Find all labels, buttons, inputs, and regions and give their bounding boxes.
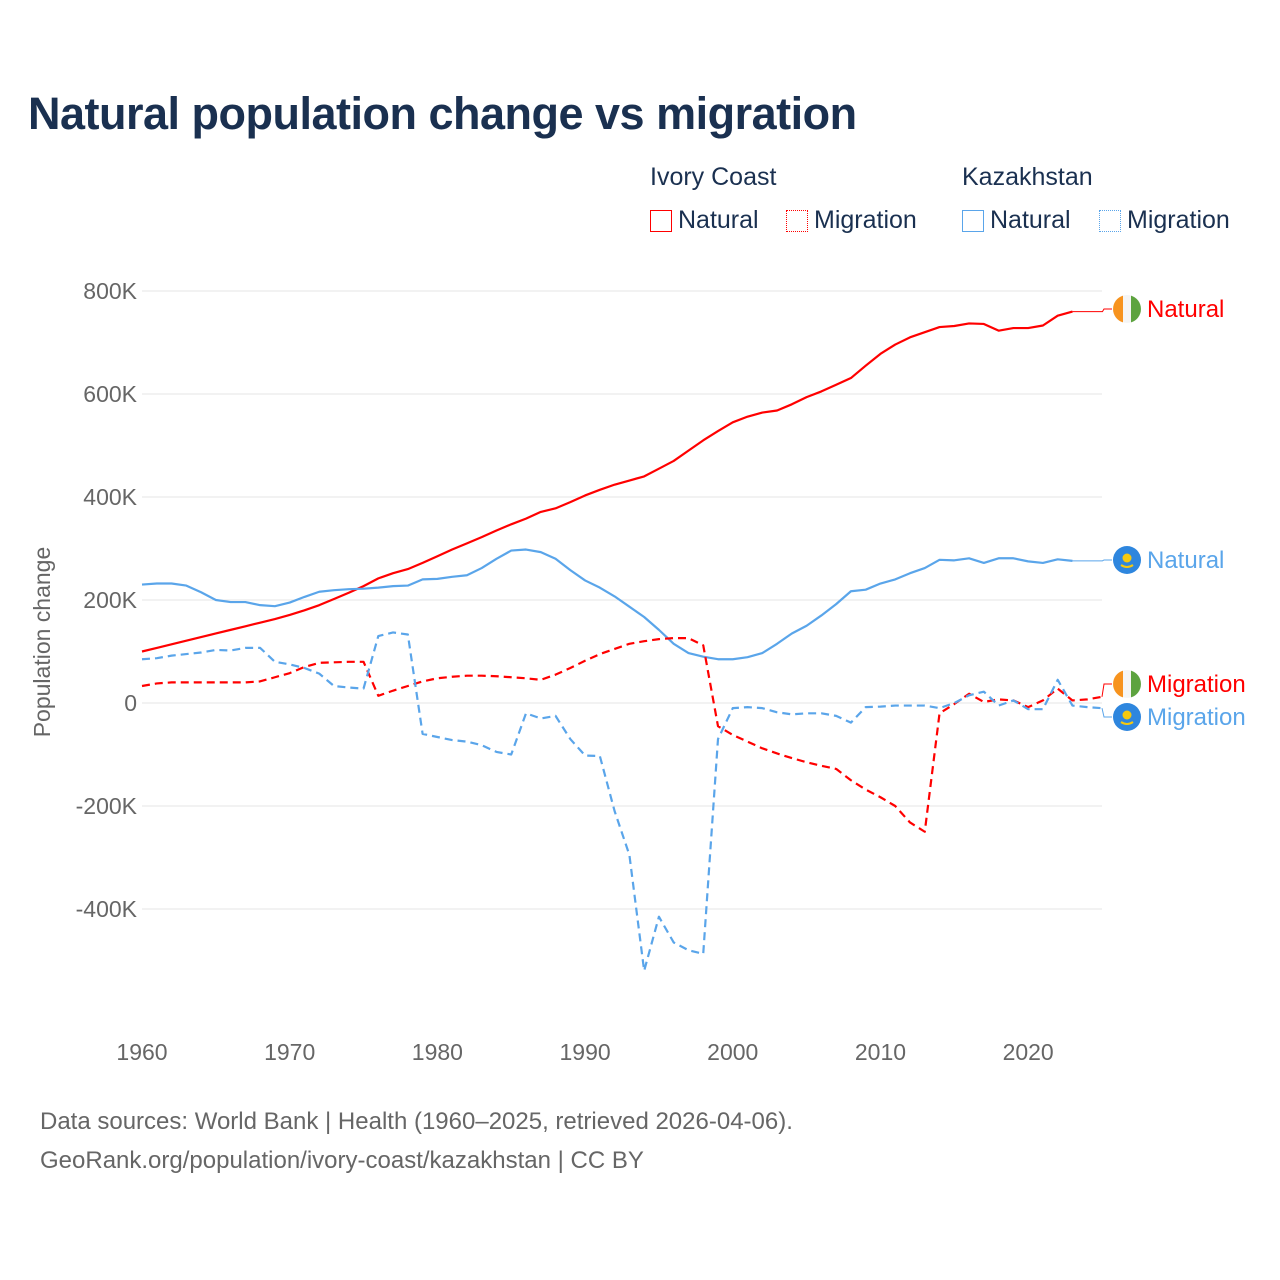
label-connector [1072, 308, 1112, 313]
y-tick-label: 600K [83, 381, 137, 407]
x-tick-label: 1990 [559, 1039, 610, 1065]
series-line-kazakhstan-migration [141, 631, 1103, 972]
flag-stripe-orange [1113, 670, 1123, 698]
series-line-ivory-coast-natural [141, 310, 1073, 653]
x-tick-label: 2010 [855, 1039, 906, 1065]
chart-title: Natural population change vs migration [28, 88, 857, 139]
end-label: Migration [1147, 671, 1246, 698]
legend-swatch-dotted-icon [1099, 209, 1121, 232]
legend-group-kazakhstan: Kazakhstan [962, 163, 1093, 191]
footer-link[interactable]: GeoRank.org/population/ivory-coast/kazak… [40, 1147, 644, 1174]
legend-kazakhstan-natural[interactable]: Natural [962, 206, 1071, 235]
x-tick-label: 2020 [1003, 1039, 1054, 1065]
flag-eagle [1120, 721, 1134, 725]
label-connector [1101, 708, 1112, 718]
legend-label: Migration [1127, 206, 1230, 234]
legend-label: Migration [814, 206, 917, 234]
flag-stripe-orange [1113, 295, 1123, 323]
flag-sun [1122, 710, 1132, 720]
flag-stripe-green [1131, 295, 1141, 323]
y-tick-label: -200K [76, 793, 138, 819]
legend-ivory-coast-natural[interactable]: Natural [650, 206, 759, 235]
y-tick-label: 200K [83, 587, 137, 613]
y-tick-label: 800K [83, 278, 137, 304]
flag-stripe-green [1131, 670, 1141, 698]
flag-sun [1122, 553, 1132, 563]
legend-swatch-dotted-icon [786, 209, 808, 232]
legend-kazakhstan-migration[interactable]: Migration [1099, 206, 1230, 235]
footer-sources: Data sources: World Bank | Health (1960–… [40, 1108, 793, 1135]
legend-swatch-solid-icon [650, 209, 672, 232]
legend-ivory-coast-migration[interactable]: Migration [786, 206, 917, 235]
legend-label: Natural [678, 206, 759, 234]
y-tick-label: 400K [83, 484, 137, 510]
legend-swatch-solid-icon [962, 209, 984, 232]
x-tick-label: 1960 [116, 1039, 167, 1065]
legend-group-ivory-coast: Ivory Coast [650, 163, 777, 191]
label-connector [1072, 559, 1112, 562]
y-tick-label: -400K [76, 896, 138, 922]
x-tick-label: 1980 [412, 1039, 463, 1065]
flag-eagle [1120, 564, 1134, 568]
series-line-kazakhstan-natural [141, 548, 1073, 661]
x-tick-label: 1970 [264, 1039, 315, 1065]
y-tick-label: 0 [124, 690, 137, 716]
end-label: Natural [1147, 547, 1224, 574]
y-axis-label: Population change [29, 547, 55, 738]
series-line-ivory-coast-migration [141, 637, 1103, 833]
legend-label: Natural [990, 206, 1071, 234]
label-connector [1101, 683, 1112, 697]
x-tick-label: 2000 [707, 1039, 758, 1065]
end-label: Natural [1147, 296, 1224, 323]
end-label: Migration [1147, 704, 1246, 731]
